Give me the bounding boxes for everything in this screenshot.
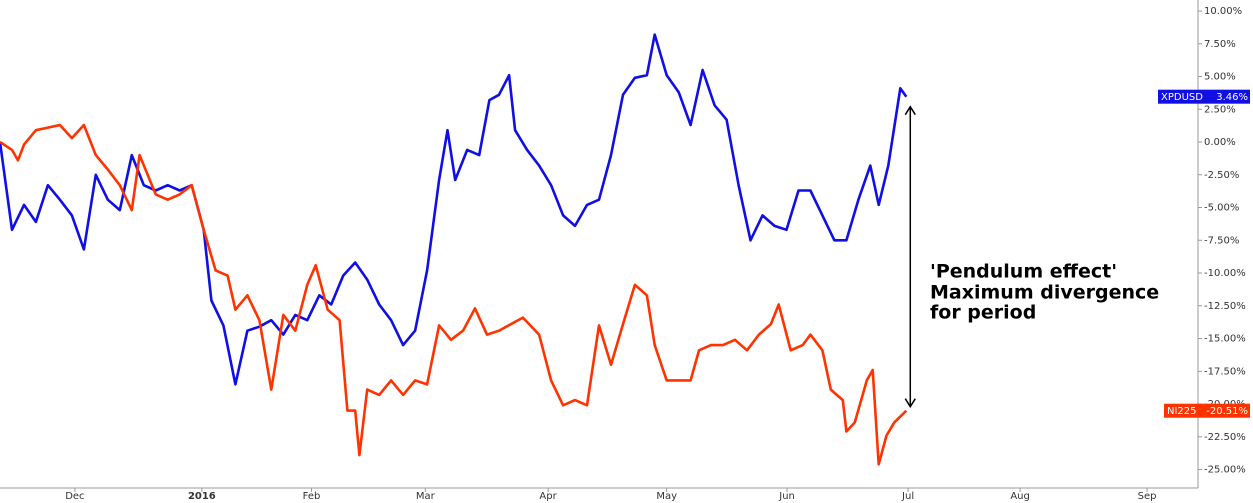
end-label: 3.46% <box>1216 92 1248 103</box>
x-tick-label: Jul <box>901 491 914 502</box>
legend-label: NI225 <box>1167 406 1197 417</box>
x-tick-label: 2016 <box>188 491 216 502</box>
series-line <box>0 123 908 466</box>
y-tick-label: -5.00% <box>1204 203 1239 214</box>
x-tick-label: Mar <box>416 491 436 502</box>
x-tick-label: Feb <box>303 491 321 502</box>
annotation: Maximum divergence <box>930 282 1159 304</box>
price-tag <box>1158 89 1250 104</box>
annotation: for period <box>930 302 1036 324</box>
y-tick-label: 7.50% <box>1204 39 1236 50</box>
end-label: -20.51% <box>1206 406 1248 417</box>
legend-label: XPDUSD <box>1161 92 1203 103</box>
x-tick-label: Jun <box>778 491 795 502</box>
y-tick-label: 2.50% <box>1204 104 1236 115</box>
arrow-head <box>904 398 916 409</box>
y-tick-label: -2.50% <box>1204 170 1239 181</box>
x-tick-label: Dec <box>65 491 84 502</box>
y-tick-label: -12.50% <box>1204 301 1246 312</box>
y-tick-label: 10.00% <box>1204 6 1242 17</box>
y-tick-label: -22.50% <box>1204 432 1246 443</box>
series-line <box>0 33 908 386</box>
y-tick-label: -10.00% <box>1204 268 1246 279</box>
y-tick-label: 5.00% <box>1204 72 1236 83</box>
arrow-head <box>904 105 916 116</box>
price-tag <box>1164 403 1250 418</box>
x-tick-label: May <box>656 491 677 502</box>
annotation: 'Pendulum effect' <box>930 261 1117 283</box>
y-tick-label: 0.00% <box>1204 137 1236 148</box>
y-tick-label: -7.50% <box>1204 235 1239 246</box>
x-tick-label: Sep <box>1138 491 1157 502</box>
y-tick-label: -15.00% <box>1204 334 1246 345</box>
x-tick-label: Apr <box>539 491 557 502</box>
y-tick-label: -25.00% <box>1204 465 1246 476</box>
x-tick-label: Aug <box>1010 491 1030 502</box>
y-tick-label: -17.50% <box>1204 366 1246 377</box>
